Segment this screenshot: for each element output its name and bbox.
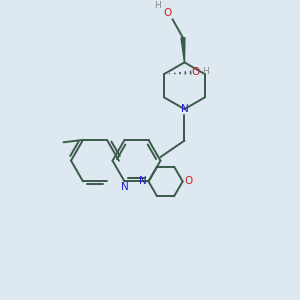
- Text: N: N: [121, 182, 128, 192]
- Text: O: O: [163, 8, 172, 18]
- Text: N: N: [181, 104, 188, 114]
- Text: O: O: [184, 176, 192, 186]
- Text: N: N: [139, 176, 147, 186]
- Text: H: H: [154, 1, 161, 10]
- Text: H: H: [202, 68, 209, 76]
- Polygon shape: [181, 38, 185, 62]
- Text: O: O: [192, 67, 200, 77]
